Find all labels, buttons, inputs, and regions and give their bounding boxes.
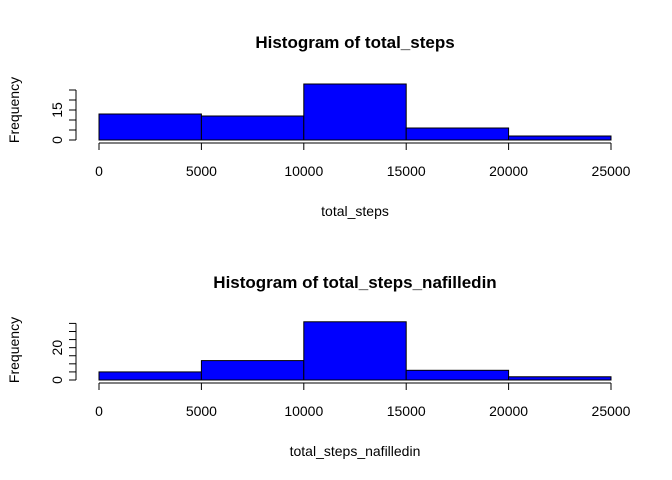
y-tick-label: 15: [49, 102, 65, 118]
histogram-bar: [405, 127, 510, 141]
bar-group: [98, 83, 612, 141]
histogram-bar: [98, 113, 202, 141]
x-tick-label: 25000: [592, 403, 631, 419]
histogram-panel-total-steps-nafilledin: Histogram of total_steps_nafilledin tota…: [6, 273, 631, 459]
histogram-bar: [303, 321, 407, 381]
x-tick-label: 15000: [387, 163, 426, 179]
x-tick-label: 5000: [186, 163, 217, 179]
y-tick-label: 0: [49, 376, 65, 384]
x-tick-label: 25000: [592, 163, 631, 179]
x-tick-label: 20000: [489, 403, 528, 419]
y-axis: 0 20: [49, 322, 77, 384]
x-tick-label: 10000: [284, 403, 323, 419]
x-axis: 0 5000 10000 15000 20000 25000: [95, 142, 631, 179]
x-tick-label: 0: [95, 403, 103, 419]
x-tick-label: 10000: [284, 163, 323, 179]
histogram-bar: [508, 376, 612, 381]
y-axis-label: Frequency: [6, 77, 22, 143]
histogram-bar: [303, 83, 407, 141]
y-axis: 0 15: [49, 89, 77, 144]
x-axis-label: total_steps: [321, 203, 389, 219]
x-axis-label: total_steps_nafilledin: [290, 443, 421, 459]
histogram-bar: [508, 135, 612, 141]
y-tick-label: 0: [49, 136, 65, 144]
bar-group: [98, 321, 612, 381]
x-tick-label: 15000: [387, 403, 426, 419]
histogram-bar: [200, 115, 305, 141]
y-axis-label: Frequency: [6, 317, 22, 383]
chart-title: Histogram of total_steps_nafilledin: [213, 273, 496, 292]
x-tick-label: 0: [95, 163, 103, 179]
y-tick-label: 20: [49, 340, 65, 356]
x-tick-label: 20000: [489, 163, 528, 179]
histogram-bar: [200, 360, 305, 381]
chart-title: Histogram of total_steps: [255, 33, 454, 52]
histogram-bar: [98, 371, 202, 381]
x-axis: 0 5000 10000 15000 20000 25000: [95, 382, 631, 419]
histogram-panel-total-steps: Histogram of total_steps total_steps Fre…: [6, 33, 631, 219]
x-tick-label: 5000: [186, 403, 217, 419]
histogram-bar: [405, 369, 510, 381]
